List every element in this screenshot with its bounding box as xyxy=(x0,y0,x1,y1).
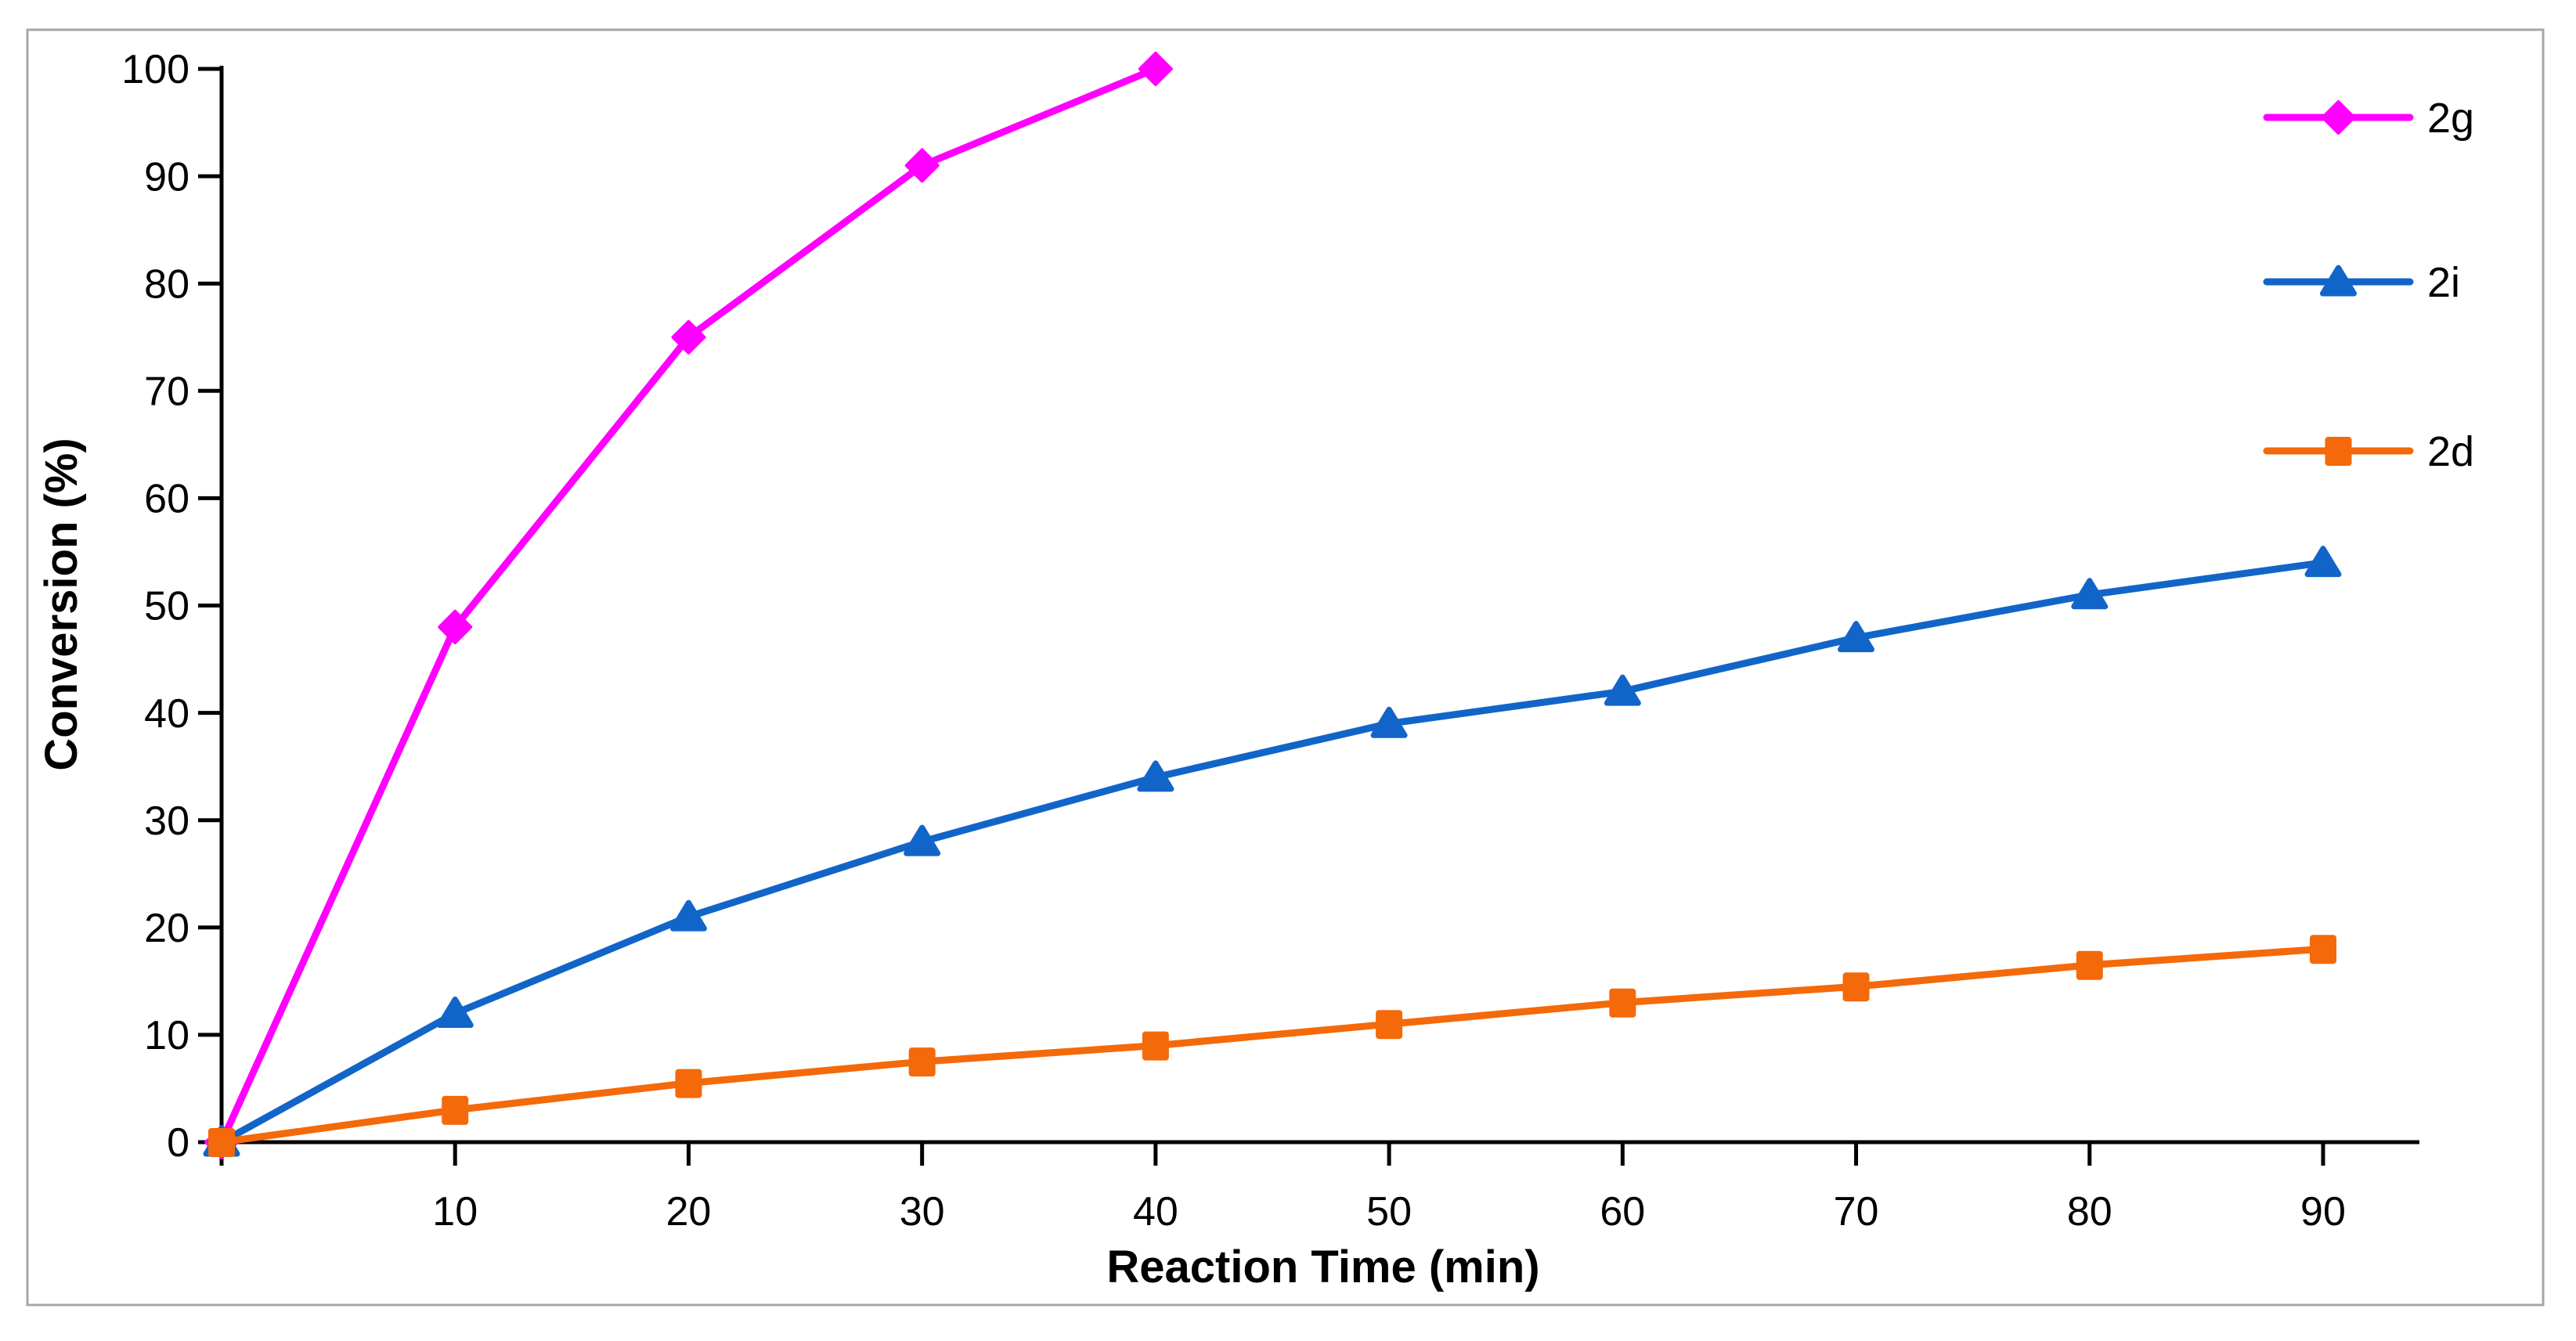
series-marker-2d xyxy=(2309,935,2336,964)
series-marker-2g xyxy=(438,609,473,644)
series-marker-2d xyxy=(208,1128,235,1157)
figure-border xyxy=(26,28,2545,1307)
y-tick-label: 60 xyxy=(144,477,189,522)
series-marker-2i xyxy=(436,996,474,1028)
y-tick-label: 90 xyxy=(144,154,189,200)
series-marker-2g xyxy=(1138,52,1173,86)
y-tick-label: 0 xyxy=(167,1120,189,1166)
series-marker-2i xyxy=(1370,706,1408,738)
x-tick-label: 20 xyxy=(666,1189,712,1235)
legend-label-2g: 2g xyxy=(2427,95,2474,142)
series-marker-2d xyxy=(908,1047,936,1077)
series-marker-2d xyxy=(2076,950,2103,980)
series-marker-2i xyxy=(669,899,707,932)
y-tick-label: 10 xyxy=(144,1013,189,1058)
y-axis-title: Conversion (%) xyxy=(36,438,87,770)
x-tick-label: 90 xyxy=(2300,1189,2346,1235)
x-axis-title: Reaction Time (min) xyxy=(1106,1242,1539,1292)
series-line-2d xyxy=(218,945,2327,1146)
series-marker-2g xyxy=(904,148,940,183)
series-marker-2i xyxy=(1137,760,1174,792)
series-marker-2g xyxy=(671,319,706,355)
y-tick-label: 70 xyxy=(144,369,189,415)
series-marker-2d xyxy=(1842,972,1870,1002)
x-tick-label: 30 xyxy=(900,1189,945,1235)
x-tick-label: 80 xyxy=(2067,1189,2112,1235)
y-tick-label: 40 xyxy=(144,691,189,737)
series-line-2i xyxy=(218,559,2327,1146)
y-tick-label: 20 xyxy=(144,906,189,951)
legend-label-2d: 2d xyxy=(2427,428,2474,475)
series-marker-2d xyxy=(1142,1031,1169,1061)
y-tick-label: 80 xyxy=(144,261,189,307)
y-tick-label: 100 xyxy=(121,47,189,92)
x-tick-label: 40 xyxy=(1133,1189,1178,1235)
series-marker-2i xyxy=(2304,546,2342,578)
x-tick-label: 10 xyxy=(432,1189,478,1235)
series-marker-2d xyxy=(442,1095,469,1125)
y-tick-label: 30 xyxy=(144,798,189,844)
x-tick-label: 60 xyxy=(1600,1189,1645,1235)
legend-label-2i: 2i xyxy=(2427,259,2460,306)
series-marker-2i xyxy=(2071,578,2109,610)
legend-swatch-marker-2i xyxy=(2320,265,2357,297)
series-marker-2i xyxy=(904,824,941,856)
x-tick-label: 70 xyxy=(1834,1189,1879,1235)
legend-swatch-marker-2g xyxy=(2321,100,2356,135)
y-tick-label: 50 xyxy=(144,584,189,629)
series-marker-2i xyxy=(1604,674,1641,706)
series-marker-2d xyxy=(1609,988,1636,1018)
series-marker-2d xyxy=(675,1069,702,1098)
legend-swatch-marker-2d xyxy=(2325,437,2352,466)
series-marker-2d xyxy=(1376,1010,1403,1040)
x-tick-label: 50 xyxy=(1366,1189,1412,1235)
series-marker-2i xyxy=(1838,621,1875,653)
